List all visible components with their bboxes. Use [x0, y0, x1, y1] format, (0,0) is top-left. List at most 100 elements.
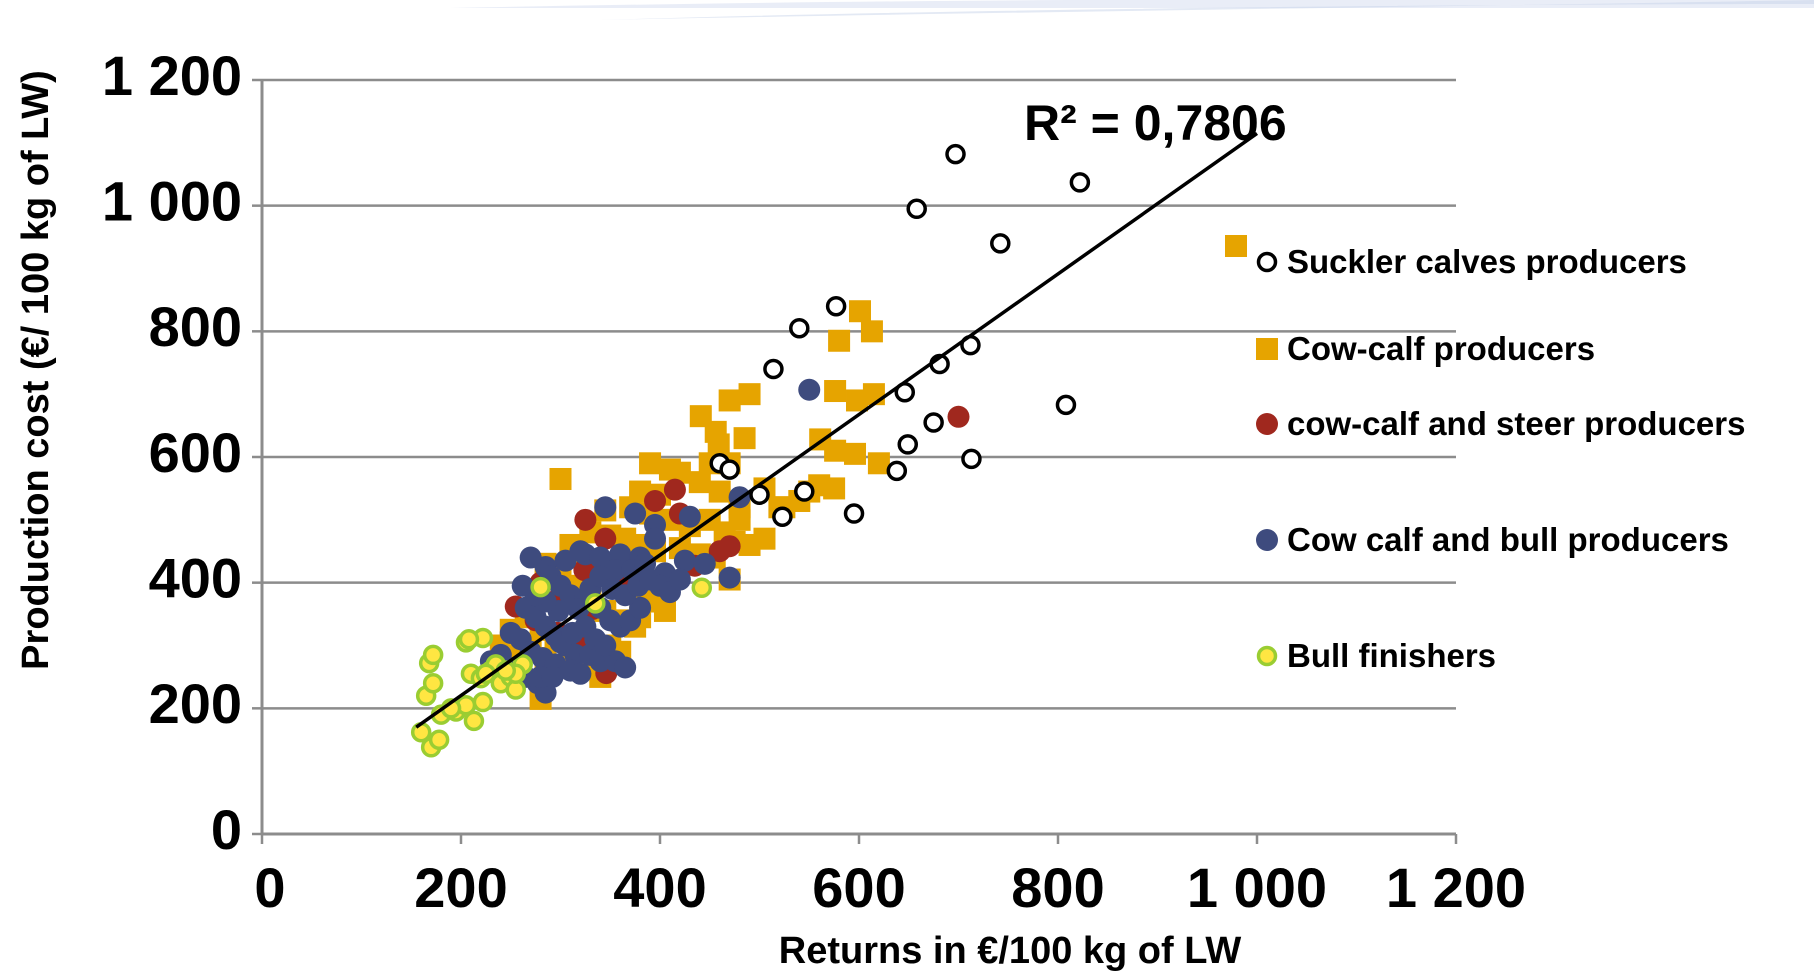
- data-point: [719, 459, 740, 480]
- data-point: [574, 508, 597, 531]
- data-point: [733, 427, 756, 450]
- data-point: [823, 477, 846, 500]
- data-point: [653, 599, 676, 622]
- data-point: [549, 467, 572, 490]
- data-point: [718, 566, 741, 589]
- data-point: [848, 300, 871, 323]
- data-point: [1256, 645, 1278, 667]
- legend-item: Cow-calf producers: [1256, 330, 1595, 367]
- data-point: [990, 233, 1011, 254]
- data-point: [1256, 529, 1278, 551]
- series-points: [479, 378, 821, 704]
- y-tick-label: 400: [149, 546, 242, 609]
- data-point: [428, 729, 450, 750]
- data-point: [846, 389, 869, 412]
- data-point: [860, 320, 883, 343]
- data-point: [624, 502, 647, 525]
- data-point: [541, 665, 564, 688]
- data-point: [867, 452, 890, 475]
- data-point: [629, 596, 652, 619]
- data-point: [824, 439, 847, 462]
- data-point: [1069, 172, 1091, 193]
- x-tick-label: 1 000: [1187, 856, 1327, 919]
- legend-item: Bull finishers: [1256, 637, 1496, 674]
- data-point: [923, 412, 944, 433]
- data-point: [569, 540, 592, 563]
- trendline: [415, 131, 1259, 729]
- data-point: [708, 480, 731, 503]
- data-point: [728, 508, 751, 531]
- legend-item: cow-calf and steer producers: [1256, 405, 1745, 442]
- data-point: [1256, 251, 1278, 273]
- legend-label: Cow calf and bull producers: [1287, 521, 1729, 558]
- data-point: [691, 577, 713, 598]
- data-point: [961, 448, 982, 470]
- data-point: [1055, 394, 1077, 416]
- data-point: [772, 506, 793, 527]
- data-point: [824, 380, 847, 403]
- data-point: [945, 143, 966, 165]
- data-points: [410, 143, 1091, 758]
- data-point: [947, 405, 970, 428]
- y-tick-label: 200: [149, 672, 242, 735]
- data-point: [668, 461, 691, 484]
- legend: Suckler calves producers Cow-calf produce…: [1225, 235, 1745, 674]
- data-point: [422, 672, 444, 694]
- data-point: [422, 644, 444, 666]
- data-point: [886, 460, 908, 482]
- data-point: [530, 576, 551, 598]
- data-point: [678, 505, 701, 528]
- x-tick-label: 400: [613, 856, 706, 919]
- legend-extra-square: [1225, 235, 1247, 257]
- y-tick-label: 800: [149, 295, 242, 358]
- legend-label: Cow-calf producers: [1287, 330, 1595, 367]
- data-point: [463, 710, 485, 732]
- data-point: [663, 478, 686, 501]
- data-point: [673, 549, 696, 572]
- data-point: [569, 662, 592, 685]
- legend-label: Bull finishers: [1287, 637, 1496, 674]
- legend-label: cow-calf and steer producers: [1287, 405, 1745, 442]
- legend-item: Suckler calves producers: [1256, 243, 1687, 280]
- data-point: [828, 329, 851, 352]
- series-points: [709, 143, 1091, 527]
- data-point: [594, 527, 617, 550]
- y-tick-label: 600: [149, 421, 242, 484]
- data-point: [789, 317, 810, 339]
- y-tick-label: 1 000: [102, 169, 242, 232]
- data-point: [798, 378, 821, 401]
- x-tick-label: 200: [414, 856, 507, 919]
- legend-item: Cow calf and bull producers: [1256, 521, 1729, 558]
- data-point: [843, 503, 865, 524]
- series-points: [410, 576, 713, 758]
- data-point: [844, 442, 867, 465]
- x-axis-ticks: 0 200 400 600 800 1 000 1 200: [254, 834, 1526, 919]
- r-squared-label: R² = 0,7806: [1024, 95, 1287, 151]
- data-point: [707, 433, 730, 456]
- x-tick-label: 0: [254, 856, 285, 919]
- data-point: [644, 527, 667, 550]
- data-point: [594, 496, 617, 519]
- data-point: [589, 546, 612, 569]
- data-point: [693, 552, 716, 575]
- data-point: [825, 295, 847, 317]
- data-point: [738, 383, 761, 406]
- series-points: [489, 300, 890, 710]
- x-tick-label: 600: [812, 856, 905, 919]
- y-axis-label: Production cost (€/ 100 kg of LW): [15, 70, 57, 670]
- data-point: [519, 546, 542, 569]
- data-point: [718, 389, 741, 412]
- data-point: [906, 198, 927, 220]
- data-point: [1256, 413, 1278, 435]
- x-axis-label: Returns in €/100 kg of LW: [779, 930, 1242, 972]
- x-tick-label: 800: [1011, 856, 1104, 919]
- data-point: [688, 471, 711, 494]
- data-point: [794, 481, 815, 502]
- data-point: [644, 489, 667, 512]
- data-point: [594, 634, 617, 657]
- y-tick-label: 0: [211, 798, 242, 861]
- data-point: [897, 434, 919, 455]
- data-point: [511, 574, 534, 597]
- legend-label: Suckler calves producers: [1287, 243, 1687, 280]
